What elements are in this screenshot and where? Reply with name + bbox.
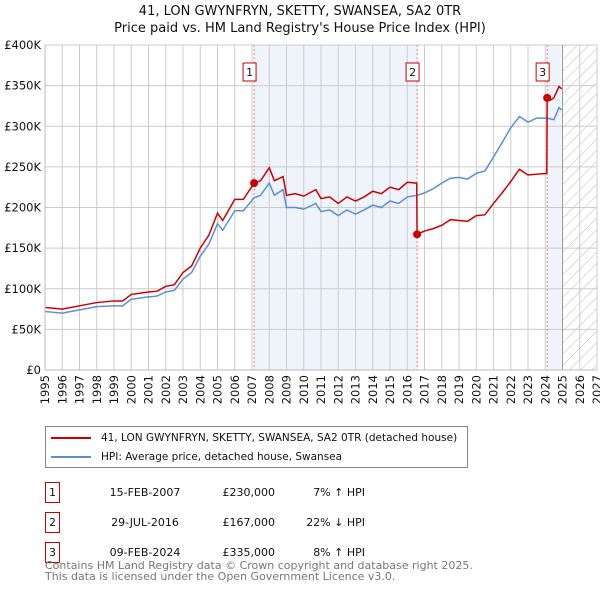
y-tick-label: £400K [4,38,41,52]
legend-line-red [51,437,91,439]
x-tick-label: 2018 [435,375,449,404]
x-tick-label: 2003 [176,375,190,404]
x-tick-label: 2023 [521,375,535,404]
sale-hpi: 7% ↑ HPI [313,486,365,499]
x-tick-label: 2022 [504,375,518,404]
y-tick-label: £0 [26,363,41,377]
x-tick-label: 2019 [452,375,466,404]
x-tick-label: 2010 [297,375,311,404]
x-tick-label: 2025 [556,375,570,404]
y-tick-label: £250K [4,160,41,174]
sale-date: 09-FEB-2024 [109,546,181,559]
y-tick-label: £200K [4,201,41,215]
x-tick-label: 2001 [142,375,156,404]
sale-point [413,230,422,239]
y-tick-label: £100K [4,282,41,296]
y-tick-label: £350K [4,79,41,93]
price-line [44,85,563,310]
footer: Contains HM Land Registry data © Crown c… [45,560,473,582]
legend-item-hpi: HPI: Average price, detached house, Swan… [51,449,342,465]
x-tick-label: 2026 [573,375,587,404]
title-line: 41, LON GWYNFRYN, SKETTY, SWANSEA, SA2 0… [138,4,462,19]
subtitle-line: Price paid vs. HM Land Registry's House … [114,21,486,36]
x-tick-label: 2027 [590,375,600,404]
sale-label-box [405,62,420,82]
legend-label: 41, LON GWYNFRYN, SKETTY, SWANSEA, SA2 0… [101,432,458,444]
y-tick-label: £50K [12,322,42,336]
x-tick-label: 2014 [366,375,380,404]
legend: 41, LON GWYNFRYN, SKETTY, SWANSEA, SA2 0… [45,426,468,468]
legend-label: HPI: Average price, detached house, Swan… [101,451,343,463]
x-tick-label: 2013 [349,375,363,404]
legend-item-property: 41, LON GWYNFRYN, SKETTY, SWANSEA, SA2 0… [51,430,457,446]
x-tick-label: 1999 [107,375,121,404]
x-tick-label: 2004 [193,375,207,404]
x-tick-label: 2005 [211,375,225,404]
sale-label: 2 [409,66,416,79]
x-tick-label: 1998 [90,375,104,404]
x-tick-label: 2009 [280,375,294,404]
y-tick-label: £150K [4,241,41,255]
x-tick-label: 2016 [400,375,414,404]
sale-label: 3 [539,66,546,79]
x-tick-label: 1997 [73,375,87,404]
sale-date: 15-FEB-2007 [109,486,181,499]
sale-marker: 3 [45,542,60,563]
sale-price: £230,000 [222,486,276,499]
x-tick-label: 2024 [538,375,552,404]
sale-point [250,179,259,188]
sale-label-box [535,62,550,82]
x-tick-label: 1995 [38,375,52,404]
sale-hpi: 22% ↓ HPI [306,516,365,529]
sale-hpi: 8% ↑ HPI [313,546,365,559]
sale-label: 1 [246,66,253,79]
legend-line-blue [51,456,91,458]
sale-date: 29-JUL-2016 [111,516,179,529]
hpi-line [44,106,563,314]
x-tick-label: 2008 [262,375,276,404]
sale-label-box [242,62,257,82]
x-tick-label: 2021 [487,375,501,404]
x-tick-label: 2015 [383,375,397,404]
copyright-text: Contains HM Land Registry data © Crown c… [45,559,473,572]
x-tick-label: 2011 [314,375,328,404]
sale-marker: 2 [45,512,60,533]
x-tick-label: 2012 [331,375,345,404]
x-tick-label: 2020 [469,375,483,404]
x-tick-label: 2017 [418,375,432,404]
sale-price: £335,000 [222,546,276,559]
y-tick-label: £300K [4,119,41,133]
x-tick-label: 2000 [124,375,138,404]
chart-title: 41, LON GWYNFRYN, SKETTY, SWANSEA, SA2 0… [0,3,600,37]
sale-point [543,93,552,102]
sale-marker: 1 [45,482,60,503]
licence-text: This data is licensed under the Open Gov… [45,570,396,583]
x-tick-label: 2002 [159,375,173,404]
x-tick-label: 2007 [245,375,259,404]
plot-area: 1995 1996 1997 1998 1999 2000 2001 2002 2003 2004… [4,38,600,404]
x-tick-label: 1996 [55,375,69,404]
x-tick-label: 2006 [228,375,242,404]
sale-price: £167,000 [222,516,276,529]
